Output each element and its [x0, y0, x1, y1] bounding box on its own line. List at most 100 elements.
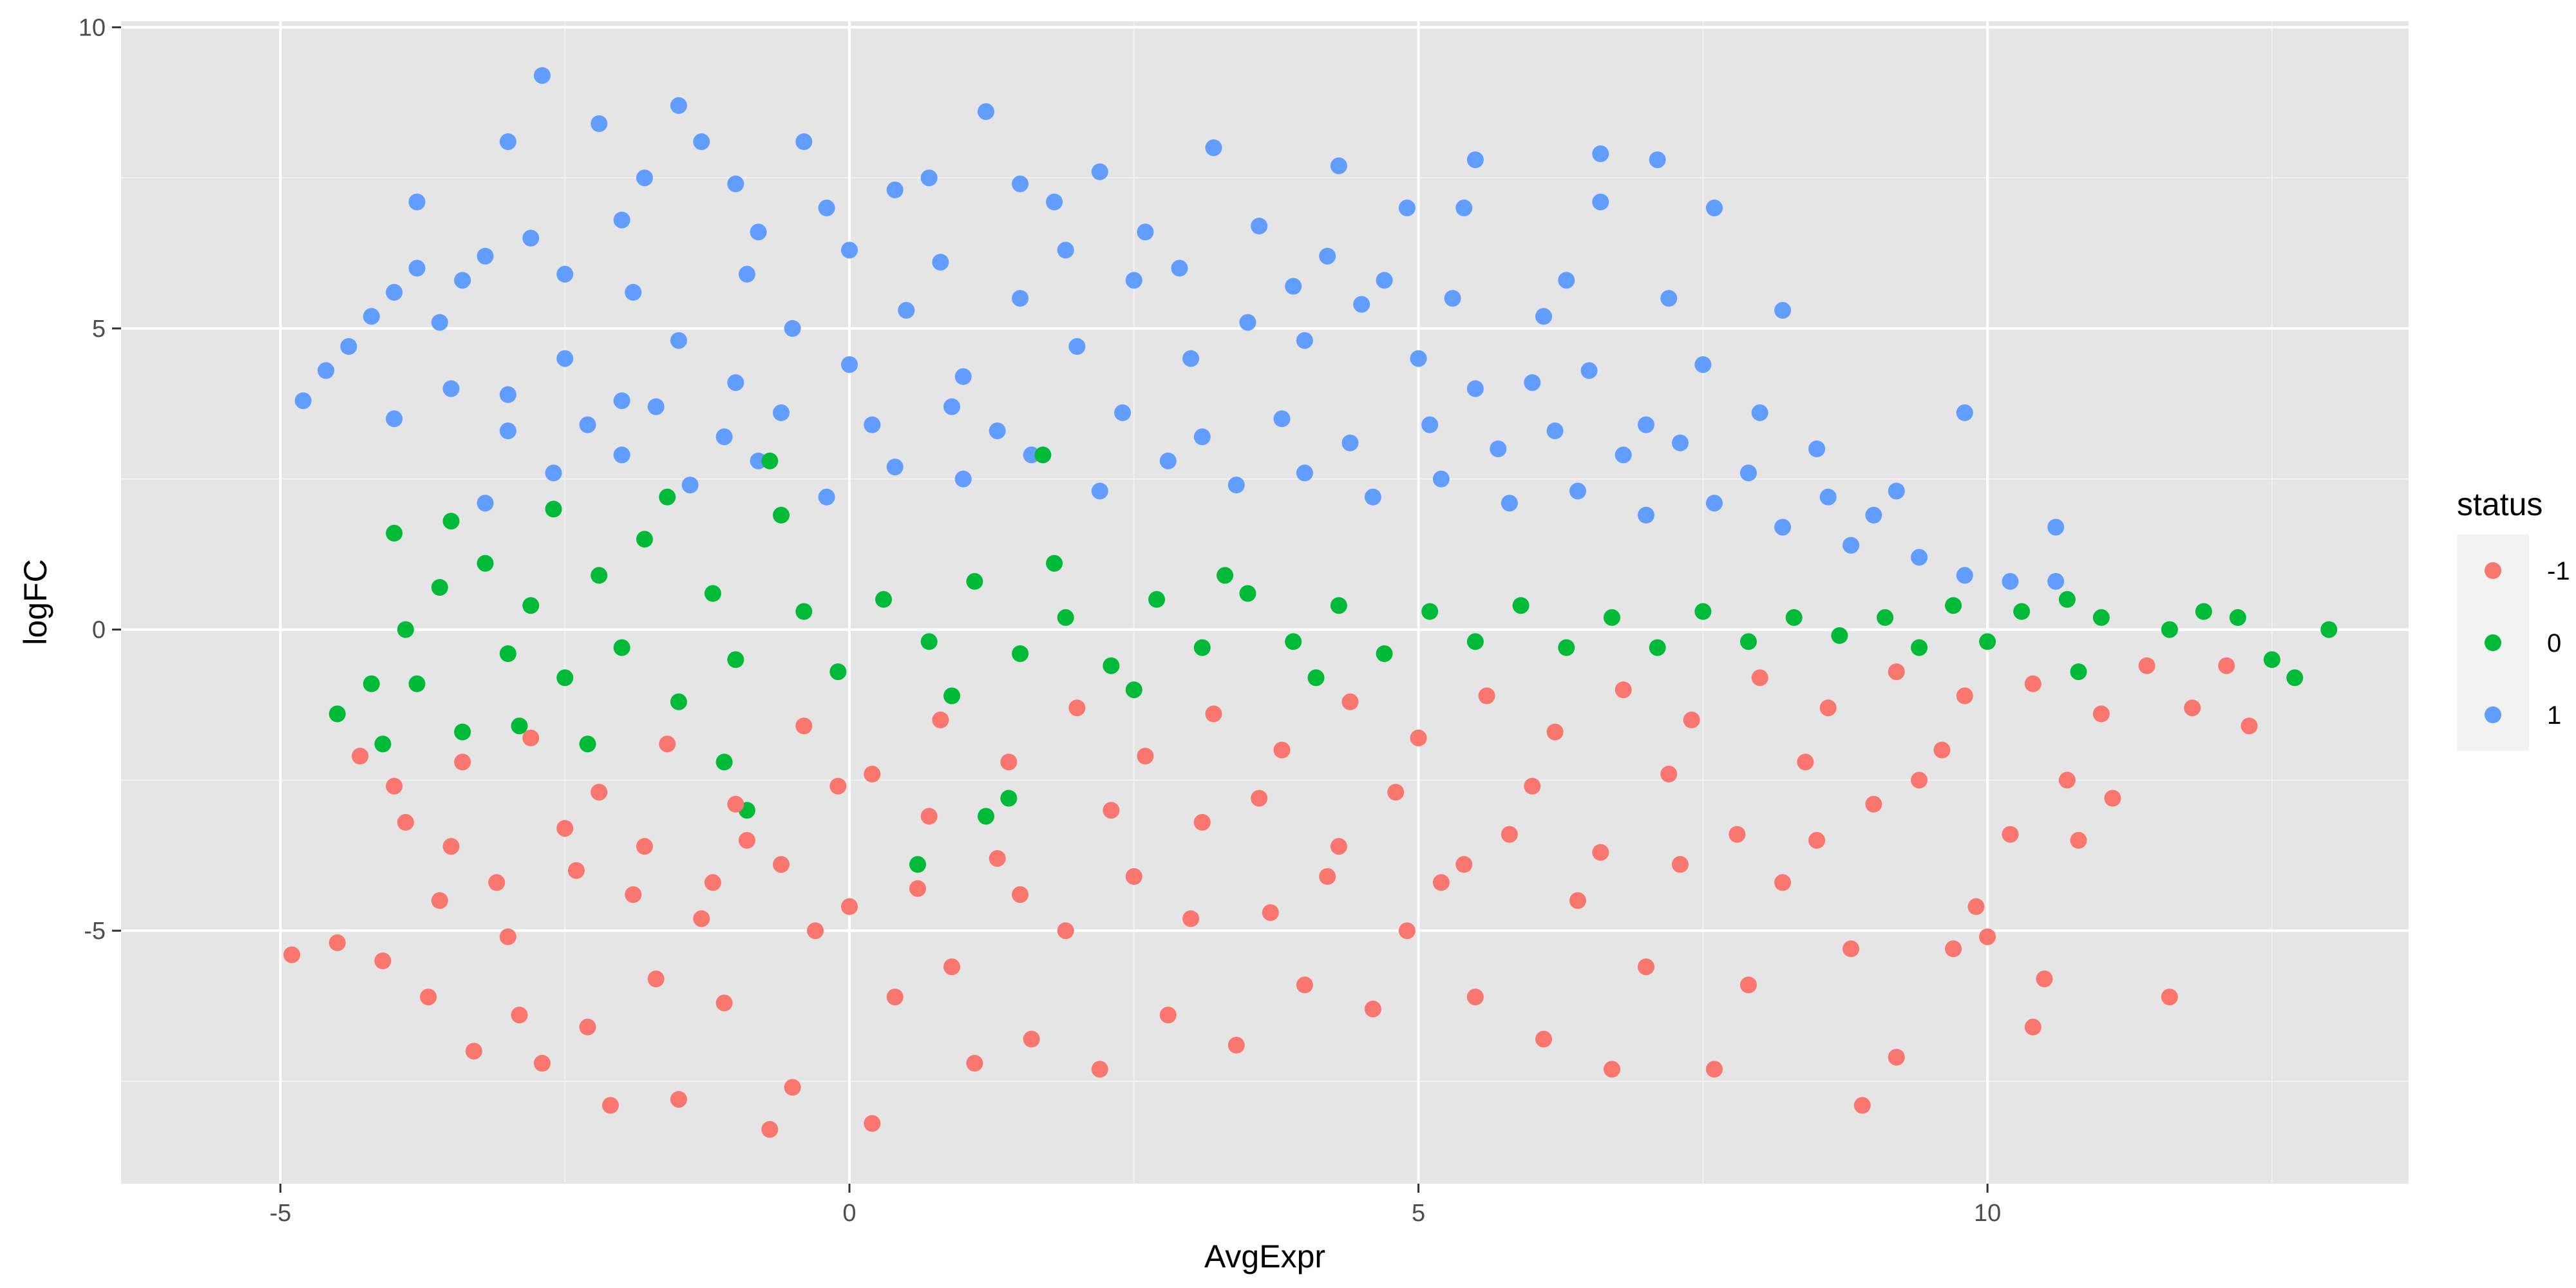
data-point [579, 1018, 596, 1036]
data-point [1125, 681, 1142, 699]
data-point [1364, 488, 1381, 506]
data-point [1114, 404, 1132, 421]
data-point [2013, 603, 2031, 620]
data-point [1125, 868, 1142, 885]
data-point [1751, 669, 1768, 687]
data-point [1296, 464, 1313, 482]
data-point [1057, 609, 1074, 626]
data-point [431, 892, 448, 909]
data-point [408, 193, 426, 211]
legend-label: 0 [2547, 629, 2561, 658]
data-point [283, 946, 301, 963]
data-point [1853, 1097, 1871, 1114]
data-point [1307, 669, 1325, 687]
data-point [1432, 470, 1450, 488]
data-point [1569, 892, 1586, 909]
data-point [1819, 488, 1837, 506]
data-point [1865, 795, 1882, 813]
data-point [795, 603, 813, 620]
data-point [1888, 1048, 1905, 1066]
data-point [886, 989, 904, 1006]
data-point [750, 223, 767, 241]
data-point [2092, 609, 2110, 626]
data-point [1217, 567, 1234, 584]
data-point [1034, 446, 1052, 464]
data-point [1558, 639, 1575, 656]
data-point [2070, 831, 2087, 849]
data-point [511, 1007, 528, 1024]
data-point [1979, 633, 1996, 650]
data-point [2195, 603, 2212, 620]
data-point [1888, 663, 1905, 681]
data-point [978, 808, 994, 825]
x-tick-label: 5 [1412, 1200, 1425, 1227]
y-axis-title: logFC [17, 559, 53, 645]
data-point [1911, 549, 1928, 566]
data-point [2320, 621, 2338, 638]
data-point [2047, 573, 2065, 590]
data-point [1706, 495, 1723, 512]
data-point [1604, 1061, 1620, 1078]
data-point [1490, 440, 1507, 457]
data-point [613, 446, 630, 464]
data-point [1615, 681, 1632, 699]
data-point [1273, 410, 1291, 428]
data-point [613, 639, 630, 656]
data-point [670, 97, 687, 114]
data-point [477, 554, 494, 572]
data-point [1604, 609, 1620, 626]
data-point [670, 1091, 687, 1108]
data-point [1296, 332, 1313, 349]
data-point [1227, 1036, 1245, 1054]
data-point [1751, 404, 1768, 421]
data-point [704, 585, 721, 602]
data-point [954, 368, 972, 385]
data-point [386, 410, 403, 428]
data-point [727, 795, 744, 813]
data-point [864, 766, 881, 782]
data-point [829, 777, 847, 795]
data-point [2058, 772, 2076, 789]
data-point [454, 272, 471, 289]
data-point [1239, 585, 1256, 602]
data-point [2218, 657, 2235, 674]
data-point [1000, 790, 1018, 807]
data-point [1694, 356, 1712, 374]
data-point [818, 488, 835, 506]
data-point [1592, 193, 1609, 211]
data-point [773, 856, 790, 873]
data-point [1649, 151, 1666, 169]
data-point [2138, 657, 2155, 674]
legend-key-swatch [2485, 706, 2501, 723]
data-point [2002, 573, 2019, 590]
data-point [784, 320, 801, 337]
minor-gridlines [121, 21, 2409, 1184]
data-point [966, 573, 983, 590]
data-point [2070, 663, 2087, 681]
data-point [533, 1055, 551, 1072]
data-point [1330, 838, 1347, 855]
data-point [2024, 1018, 2041, 1036]
data-point [1660, 290, 1678, 307]
data-point [1012, 886, 1029, 904]
data-point [989, 422, 1006, 439]
data-points [283, 67, 2338, 1138]
data-point [613, 211, 630, 229]
legend-title: status [2457, 486, 2543, 522]
data-point [454, 753, 471, 771]
data-point [2047, 518, 2065, 536]
data-point [807, 922, 824, 940]
data-point [1251, 218, 1268, 234]
data-point [442, 838, 460, 855]
data-point [1057, 922, 1074, 940]
data-point [1205, 139, 1222, 156]
data-point [864, 1115, 881, 1132]
data-point [647, 398, 665, 415]
data-point [1012, 645, 1029, 662]
data-point [374, 735, 392, 753]
data-point [841, 898, 858, 915]
data-point [704, 874, 721, 891]
legend-key-swatch [2485, 562, 2501, 579]
data-point [2002, 826, 2019, 843]
data-point [1023, 1030, 1040, 1048]
